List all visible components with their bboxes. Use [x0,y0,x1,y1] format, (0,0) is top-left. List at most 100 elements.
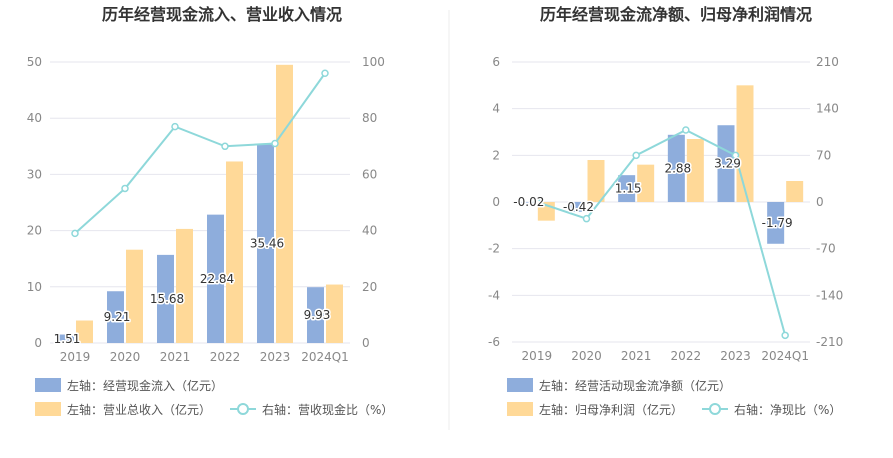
legend-label-net-cashflow: 左轴：经营活动现金流净额（亿元） [539,378,731,393]
ratio-point [71,229,79,238]
bar-cash-inflow [107,291,124,343]
data-labels: -0.02 -0.42 1.15 2.88 3.29 -1.79 [512,155,794,231]
legend: 左轴：经营活动现金流净额（亿元） 左轴：归母净利润（亿元） 右轴：净现比（%） [507,378,841,417]
grid [50,61,350,344]
bar-net-profit [736,85,754,202]
bar-net-cashflow [568,202,586,212]
left-tick-label: 2 [492,148,500,162]
bar-net-cashflow [767,202,785,244]
ratio-point [121,184,129,193]
net-cashflow-profit-chart: 历年经营现金流净额、归母净利润情况 -6 -4 -2 0 2 4 6 -210 -140 -70… [488,5,843,417]
left-axis-ticks: 0 10 20 30 40 50 [27,55,42,350]
bar-revenue [76,320,93,343]
ratio-line [536,128,787,336]
left-tick-label: 4 [492,102,500,116]
ratio-point [731,151,740,160]
bar-cash-inflow [257,143,274,343]
data-label: -1.79 [762,216,793,230]
chart-title: 历年经营现金流净额、归母净利润情况 [540,5,812,24]
bar-net-profit [637,164,655,202]
bar-revenue [226,161,243,343]
bar-net-cashflow [667,134,685,202]
left-tick-label: 30 [27,167,42,181]
left-tick-label: 40 [27,111,42,125]
right-tick-label: 60 [362,167,377,181]
left-tick-label: 0 [492,195,500,209]
x-axis-ticks: 2019 2020 2021 2022 2023 2024Q1 [522,349,809,363]
x-tick-label: 2021 [160,350,191,364]
x-tick-label: 2024Q1 [761,349,809,363]
bar-net-cashflow [518,202,536,203]
ratio-point [221,142,229,151]
bar-cash-inflow [307,287,324,343]
legend-swatch-revenue [35,402,61,416]
right-tick-label: 40 [362,224,377,238]
data-label: 15.68 [150,292,184,306]
right-tick-label: 80 [362,111,377,125]
x-tick-label: 2023 [260,350,291,364]
x-tick-label: 2020 [110,350,141,364]
ratio-point [781,331,789,340]
ratio-point [632,151,640,160]
left-tick-label: 6 [492,55,500,69]
left-axis-ticks: -6 -4 -2 0 2 4 6 [488,55,500,349]
grid [512,61,810,343]
bar-cash-inflow [57,334,74,343]
ratio-point [171,122,179,131]
left-tick-label: 10 [27,280,42,294]
left-tick-label: -6 [488,335,500,349]
legend-label-ratio: 右轴：营收现金比（%） [262,402,393,417]
x-tick-label: 2020 [571,349,602,363]
bar-revenue [176,228,193,343]
cash-inflow-revenue-chart: 历年经营现金流入、营业收入情况 0 10 20 30 40 50 0 20 40 60 80 100… [27,5,394,417]
right-tick-label: -70 [816,242,836,256]
legend-swatch-net-profit [507,402,533,416]
bar-cash-inflow [157,254,174,343]
legend-label-revenue: 左轴：营业总收入（亿元） [67,402,211,417]
legend-swatch-cash-inflow [35,378,61,392]
legend-label-net-profit: 左轴：归母净利润（亿元） [539,402,683,417]
x-tick-label: 2024Q1 [301,350,349,364]
right-axis-ticks: -210 -140 -70 0 70 140 210 [816,55,843,349]
data-label: 9.93 [304,308,331,322]
bars [57,64,343,343]
legend-label-ratio: 右轴：净现比（%） [734,402,841,417]
data-label: 1.51 [54,332,81,346]
right-tick-label: -210 [816,335,843,349]
ratio-point [271,139,279,148]
line-series [71,69,329,238]
left-tick-label: -2 [488,242,500,256]
left-tick-label: 50 [27,55,42,69]
legend-swatch-net-cashflow [507,378,533,392]
right-tick-label: 140 [816,102,839,116]
bar-revenue [276,64,293,343]
data-label: 35.46 [250,236,284,250]
x-tick-label: 2019 [60,350,91,364]
legend: 左轴：经营现金流入（亿元） 左轴：营业总收入（亿元） 右轴：营收现金比（%） [35,378,393,417]
data-label: -0.42 [563,200,594,214]
x-tick-label: 2019 [522,349,553,363]
ratio-point [321,69,329,77]
right-tick-label: 20 [362,280,377,294]
bar-net-profit [587,160,605,202]
x-tick-label: 2022 [210,350,241,364]
x-tick-label: 2022 [671,349,702,363]
bar-net-profit [686,139,704,202]
legend-marker-ratio [709,403,721,415]
ratio-line [74,72,326,235]
data-label: -0.02 [513,195,544,209]
left-tick-label: 20 [27,224,42,238]
x-axis-ticks: 2019 2020 2021 2022 2023 2024Q1 [60,350,349,364]
data-label: 3.29 [714,157,741,171]
x-tick-label: 2021 [621,349,652,363]
bars [518,85,804,244]
right-axis-ticks: 0 20 40 60 80 100 [362,55,385,350]
right-tick-label: 0 [362,336,370,350]
bar-net-cashflow [618,175,636,202]
bar-revenue [126,249,143,343]
data-label: 22.84 [200,272,234,286]
ratio-point [533,198,541,206]
ratio-point [682,126,690,134]
